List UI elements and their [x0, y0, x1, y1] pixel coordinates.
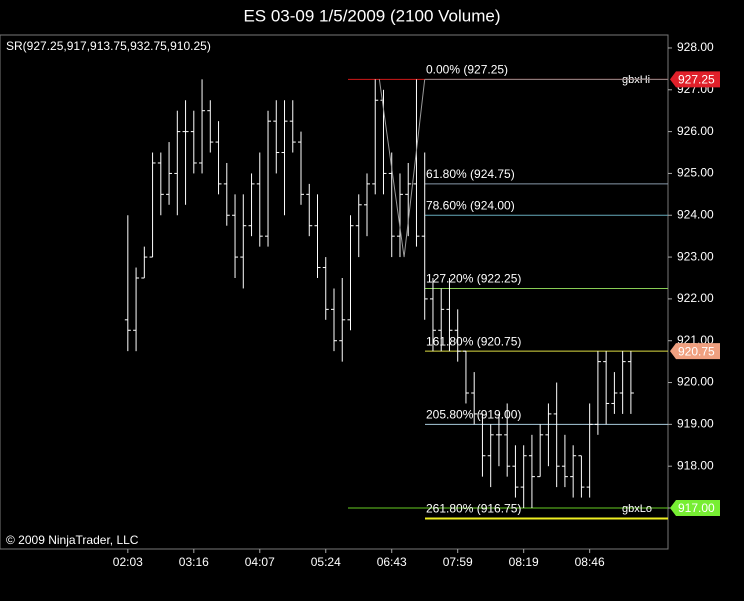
fib-label: 0.00% (927.25)	[426, 63, 508, 77]
y-tick-label: 918.00	[677, 458, 714, 472]
x-tick-label: 02:03	[113, 555, 143, 569]
gbx-label: gbxHi	[622, 74, 650, 86]
x-tick-label: 04:07	[245, 555, 275, 569]
y-tick-label: 924.00	[677, 207, 714, 221]
fib-label: 261.80% (916.75)	[426, 502, 521, 516]
y-tick-label: 926.00	[677, 124, 714, 138]
price-marker-label: 927.25	[678, 73, 715, 87]
fib-label: 61.80% (924.75)	[426, 167, 515, 181]
fib-label: 161.80% (920.75)	[426, 334, 521, 348]
fib-label: 78.60% (924.00)	[426, 198, 515, 212]
price-marker	[670, 71, 720, 88]
x-tick-label: 08:46	[575, 555, 605, 569]
indicator-label: SR(927.25,917,913.75,932.75,910.25)	[6, 39, 211, 53]
gbx-label: gbxLo	[622, 503, 652, 515]
price-marker	[670, 343, 720, 360]
y-tick-label: 928.00	[677, 40, 714, 54]
fib-label: 127.20% (922.25)	[426, 272, 521, 286]
x-tick-label: 08:19	[509, 555, 539, 569]
y-tick-label: 925.00	[677, 166, 714, 180]
y-tick-label: 922.00	[677, 291, 714, 305]
y-tick-label: 923.00	[677, 249, 714, 263]
y-tick-label: 920.00	[677, 375, 714, 389]
copyright: © 2009 NinjaTrader, LLC	[6, 533, 139, 547]
price-marker-label: 917.00	[678, 501, 715, 515]
x-tick-label: 06:43	[377, 555, 407, 569]
x-tick-label: 05:24	[311, 555, 341, 569]
x-tick-label: 07:59	[443, 555, 473, 569]
price-marker-label: 920.75	[678, 344, 715, 358]
zigzag	[378, 79, 426, 258]
x-tick-label: 03:16	[179, 555, 209, 569]
y-tick-label: 919.00	[677, 417, 714, 431]
chart-title: ES 03-09 1/5/2009 (2100 Volume)	[243, 6, 500, 25]
price-marker	[670, 500, 720, 517]
